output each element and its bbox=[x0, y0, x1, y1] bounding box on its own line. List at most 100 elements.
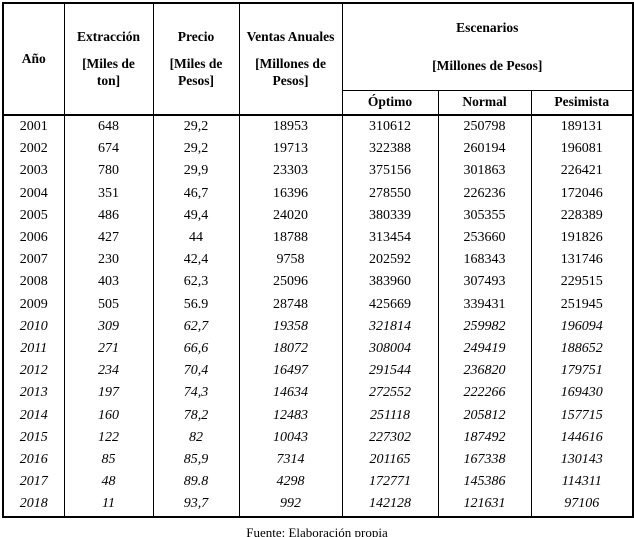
table-cell-pesimista: 188652 bbox=[530, 338, 634, 361]
table-cell-extraccion: 505 bbox=[63, 293, 154, 316]
table-cell-optimo: 251118 bbox=[341, 404, 439, 427]
table-cell-precio: 62,3 bbox=[152, 271, 240, 294]
table-cell-normal: 222266 bbox=[437, 382, 532, 405]
table-cell-optimo: 278550 bbox=[341, 182, 439, 205]
header-precio-unit: [Miles de Pesos] bbox=[169, 56, 223, 88]
table-cell-normal: 236820 bbox=[437, 360, 532, 383]
table-cell-year: 2011 bbox=[2, 338, 65, 361]
table-cell-optimo: 425669 bbox=[341, 293, 439, 316]
table-cell-normal: 187492 bbox=[437, 426, 532, 450]
table-cell-ventas: 14634 bbox=[238, 382, 343, 405]
table-row: 2010 309 62,7 19358 321814 259982 196094 bbox=[2, 315, 634, 339]
table-cell-precio: 49,4 bbox=[152, 204, 240, 228]
table-cell-pesimista: 228389 bbox=[530, 204, 634, 228]
table-cell-year: 2014 bbox=[2, 404, 65, 427]
table-row: 2011 271 66,6 18072 308004 249419 188652 bbox=[2, 338, 634, 361]
table-cell-normal: 145386 bbox=[437, 471, 532, 494]
table-cell-precio: 82 bbox=[152, 426, 240, 450]
table-cell-pesimista: 130143 bbox=[530, 449, 634, 472]
header-extraccion: Extracción [Miles de ton] bbox=[63, 3, 154, 116]
table-cell-year: 2004 bbox=[2, 182, 65, 205]
table-cell-pesimista: 196081 bbox=[530, 138, 634, 161]
header-precio-title: Precio bbox=[177, 29, 215, 45]
table-cell-extraccion: 271 bbox=[63, 338, 154, 361]
table-cell-year: 2010 bbox=[2, 315, 65, 339]
table-cell-pesimista: 114311 bbox=[530, 471, 634, 494]
table-row: 2009 505 56.9 28748 425669 339431 251945 bbox=[2, 293, 634, 316]
table-cell-precio: 29,9 bbox=[152, 160, 240, 183]
table-cell-precio: 89.8 bbox=[152, 471, 240, 494]
table-row: 2007 230 42,4 9758 202592 168343 131746 bbox=[2, 249, 634, 272]
table-cell-extraccion: 486 bbox=[63, 204, 154, 228]
header-precio: Precio [Miles de Pesos] bbox=[152, 3, 240, 116]
table-cell-extraccion: 780 bbox=[63, 160, 154, 183]
table-cell-year: 2009 bbox=[2, 293, 65, 316]
table-cell-extraccion: 160 bbox=[63, 404, 154, 427]
table-cell-pesimista: 191826 bbox=[530, 227, 634, 250]
table-cell-ventas: 18788 bbox=[238, 227, 343, 250]
table-cell-precio: 78,2 bbox=[152, 404, 240, 427]
header-escenarios-title: Escenarios bbox=[456, 19, 519, 35]
table-cell-precio: 85,9 bbox=[152, 449, 240, 472]
table-body: 2001 648 29,2 18953 310612 250798 189131 2002 67… bbox=[2, 115, 634, 517]
table-cell-extraccion: 122 bbox=[63, 426, 154, 450]
table-cell-optimo: 321814 bbox=[341, 315, 439, 339]
header-group-escenarios: Escenarios [Millones de Pesos] bbox=[341, 3, 634, 91]
table-cell-precio: 46,7 bbox=[152, 182, 240, 205]
table-row: 2008 403 62,3 25096 383960 307493 229515 bbox=[2, 271, 634, 294]
table-cell-pesimista: 131746 bbox=[530, 249, 634, 272]
table-cell-pesimista: 251945 bbox=[530, 293, 634, 316]
table-cell-normal: 260194 bbox=[437, 138, 532, 161]
table-cell-precio: 42,4 bbox=[152, 249, 240, 272]
table-cell-ventas: 18072 bbox=[238, 338, 343, 361]
table-cell-normal: 167338 bbox=[437, 449, 532, 472]
table-cell-optimo: 201165 bbox=[341, 449, 439, 472]
table-row: 2017 48 89.8 4298 172771 145386 114311 bbox=[2, 471, 634, 494]
table-cell-normal: 205812 bbox=[437, 404, 532, 427]
table-cell-pesimista: 157715 bbox=[530, 404, 634, 427]
source-caption: Fuente: Elaboración propia bbox=[246, 524, 388, 537]
header-extraccion-title: Extracción bbox=[77, 29, 140, 45]
table-cell-optimo: 172771 bbox=[341, 471, 439, 494]
table-cell-normal: 259982 bbox=[437, 315, 532, 339]
table-cell-normal: 339431 bbox=[437, 293, 532, 316]
table-cell-precio: 74,3 bbox=[152, 382, 240, 405]
table-cell-ventas: 24020 bbox=[238, 204, 343, 228]
header-row-main: Año Extracción [Miles de ton] Precio [Mi… bbox=[2, 3, 634, 116]
table-cell-precio: 93,7 bbox=[152, 493, 240, 517]
header-ventas-title: Ventas Anuales bbox=[246, 29, 335, 45]
table-cell-year: 2006 bbox=[2, 227, 65, 250]
table-cell-optimo: 291544 bbox=[341, 360, 439, 383]
table-cell-normal: 250798 bbox=[437, 115, 532, 139]
table-cell-year: 2002 bbox=[2, 138, 65, 161]
table-row: 2016 85 85,9 7314 201165 167338 130143 bbox=[2, 449, 634, 472]
table-cell-ventas: 9758 bbox=[238, 249, 343, 272]
table-cell-year: 2003 bbox=[2, 160, 65, 183]
table-row: 2001 648 29,2 18953 310612 250798 189131 bbox=[2, 115, 634, 139]
table-cell-precio: 44 bbox=[152, 227, 240, 250]
table-cell-optimo: 272552 bbox=[341, 382, 439, 405]
table-cell-ventas: 19713 bbox=[238, 138, 343, 161]
table-cell-precio: 56.9 bbox=[152, 293, 240, 316]
header-normal: Normal bbox=[437, 90, 532, 116]
table-cell-extraccion: 85 bbox=[63, 449, 154, 472]
table-cell-precio: 62,7 bbox=[152, 315, 240, 339]
header-extraccion-unit: [Miles de ton] bbox=[82, 56, 135, 88]
table-cell-normal: 226236 bbox=[437, 182, 532, 205]
table-cell-pesimista: 229515 bbox=[530, 271, 634, 294]
table-cell-normal: 249419 bbox=[437, 338, 532, 361]
table-cell-ventas: 19358 bbox=[238, 315, 343, 339]
table-cell-normal: 253660 bbox=[437, 227, 532, 250]
header-ano-label: Año bbox=[21, 50, 46, 66]
table-cell-pesimista: 97106 bbox=[530, 493, 634, 517]
table-cell-ventas: 992 bbox=[238, 493, 343, 517]
table-row: 2006 427 44 18788 313454 253660 191826 bbox=[2, 227, 634, 250]
table-cell-ventas: 7314 bbox=[238, 449, 343, 472]
table-cell-year: 2013 bbox=[2, 382, 65, 405]
header-optimo: Óptimo bbox=[341, 90, 439, 116]
table-row: 2005 486 49,4 24020 380339 305355 228389 bbox=[2, 204, 634, 228]
table-cell-year: 2016 bbox=[2, 449, 65, 472]
table-cell-pesimista: 226421 bbox=[530, 160, 634, 183]
table-row: 2015 122 82 10043 227302 187492 144616 bbox=[2, 426, 634, 450]
data-table: Año Extracción [Miles de ton] Precio [Mi… bbox=[2, 2, 634, 518]
